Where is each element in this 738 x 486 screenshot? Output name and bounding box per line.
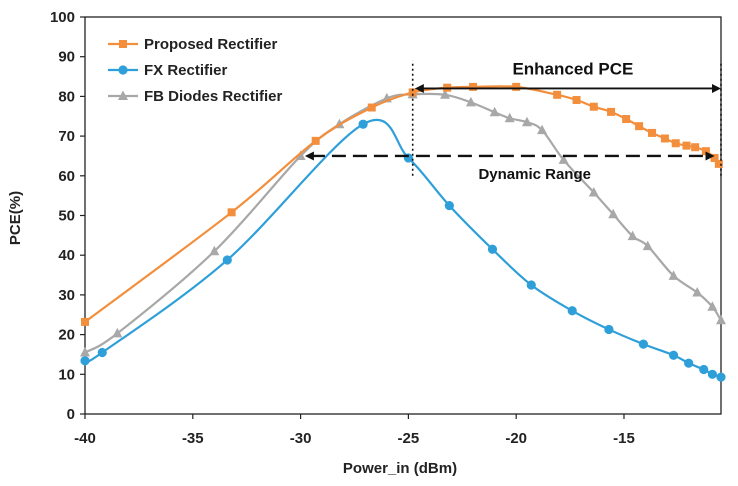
y-tick-label: 40 [58,247,75,264]
data-point [699,364,709,375]
data-point [691,143,700,152]
data-point [588,186,599,197]
annotation-label: Enhanced PCE [512,59,633,78]
x-tick-label: -30 [290,430,312,447]
arrow-head [712,83,721,93]
data-point [222,255,232,265]
data-point [526,280,536,290]
data-point [553,90,562,99]
data-point [716,314,726,325]
arrow-head [705,151,715,161]
data-point [716,372,726,382]
y-tick-label: 10 [58,366,75,383]
x-tick-label: -40 [74,430,96,447]
data-point [607,107,616,116]
legend-swatch-marker [118,90,128,100]
data-point [668,270,679,280]
legend-label: Proposed Rectifier [144,36,278,53]
data-point [227,208,236,217]
data-point [589,102,598,111]
x-tick-label: -20 [505,430,527,447]
y-tick-label: 50 [58,208,75,225]
data-point [572,95,581,104]
y-axis-title: PCE(%) [7,191,24,245]
data-point [358,119,368,129]
legend-label: FB Diodes Rectifier [144,88,283,105]
data-point [707,369,717,379]
legend-item: FX Rectifier [108,62,228,79]
legend-item: Proposed Rectifier [108,36,278,53]
annotation-label: Dynamic Range [478,166,591,183]
data-point [311,136,320,145]
data-point [567,306,577,316]
series-1 [80,118,726,382]
data-point [97,347,107,358]
y-tick-label: 70 [58,128,75,145]
data-point [671,139,680,148]
data-point [440,89,451,99]
x-tick-label: -15 [613,430,635,447]
data-point [504,112,515,123]
legend-label: FX Rectifier [144,62,228,79]
y-tick-label: 60 [58,168,75,185]
data-point [80,346,90,357]
legend-swatch-marker [118,65,128,75]
data-point [608,208,619,219]
series-layer [80,82,726,382]
series-0 [81,82,723,326]
data-point [714,159,723,168]
data-point [295,150,306,160]
arrow-head [304,151,314,161]
data-point [367,103,376,112]
data-point [408,88,417,97]
x-tick-label: -25 [398,430,420,447]
data-point [112,327,123,338]
data-point [707,301,718,311]
data-point [642,240,653,251]
data-point [710,153,719,162]
data-point [684,358,694,368]
y-tick-label: 30 [58,287,75,304]
x-tick-label: -35 [182,430,204,447]
data-point [489,106,500,117]
data-point [660,134,669,143]
y-tick-label: 0 [67,406,75,423]
data-point [701,147,710,156]
x-axis-title: Power_in (dBm) [343,460,457,477]
y-tick-label: 80 [58,88,75,105]
data-point [209,245,220,256]
y-tick-label: 20 [58,327,75,344]
data-point [512,82,521,91]
data-point [622,115,631,124]
annotation-layer: Enhanced PCE Dynamic Range [304,59,722,183]
data-point [521,116,532,127]
data-point [558,154,569,164]
axes-layer: 0 10 20 30 40 50 60 70 80 90 100 -40 -35 -30 -25 -20 -15 [50,9,722,447]
data-point [648,128,657,137]
data-point [537,124,548,135]
legend-swatch-marker [119,40,127,48]
y-tick-label: 90 [58,49,75,66]
data-point [668,350,679,360]
data-point [604,324,614,335]
data-point [635,122,644,131]
data-point [403,153,413,163]
data-point [469,82,478,91]
data-point [80,356,90,366]
y-tick-label: 100 [50,9,75,26]
data-point [692,287,703,297]
data-point [682,141,691,150]
legend-layer: Proposed Rectifier FX Rectifier FB Diodes … [108,36,283,105]
data-point [627,230,638,241]
legend-item: FB Diodes Rectifier [108,88,283,105]
data-point [638,339,648,349]
data-point [81,317,89,326]
data-point [444,200,454,211]
arrow-head [414,83,424,93]
data-point [487,244,498,254]
data-point [465,96,476,107]
